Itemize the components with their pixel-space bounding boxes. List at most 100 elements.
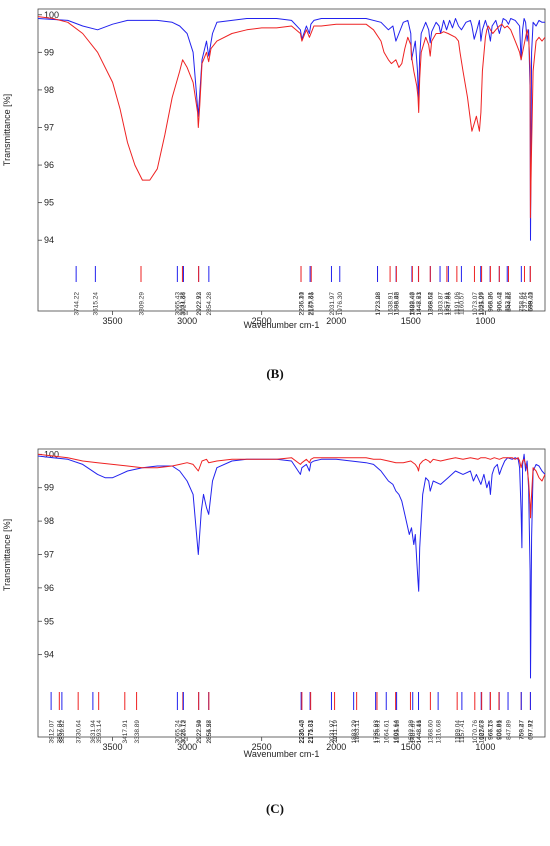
peak-label: 1368.64 bbox=[428, 292, 435, 316]
y-tick-label: 98 bbox=[44, 85, 54, 95]
peak-label: 853.27 bbox=[505, 292, 512, 312]
peak-label: 967.75 bbox=[488, 720, 495, 740]
peak-label: 1027.78 bbox=[479, 720, 486, 744]
peak-label: 1073.07 bbox=[472, 292, 479, 316]
peak-label: 1025.27 bbox=[479, 292, 486, 316]
peak-label: 1595.18 bbox=[394, 720, 401, 744]
peak-label: 737.64 bbox=[522, 292, 529, 312]
peak-label: 3857.04 bbox=[57, 720, 64, 744]
peak-label: 844.88 bbox=[506, 292, 513, 312]
spectrum-line bbox=[37, 18, 545, 241]
peak-label: 2236.10 bbox=[298, 292, 305, 316]
peak-label: 2175.31 bbox=[307, 292, 314, 316]
peak-label: 3309.29 bbox=[138, 292, 145, 316]
peak-label: 908.86 bbox=[496, 720, 503, 740]
peak-label: 1368.60 bbox=[428, 720, 435, 744]
plot-frame bbox=[37, 8, 546, 312]
y-tick-label: 100 bbox=[44, 449, 59, 459]
spectrum-line bbox=[37, 453, 546, 679]
y-tick-label: 100 bbox=[44, 10, 59, 20]
peak-label: 1448.41 bbox=[416, 720, 423, 744]
y-axis-label: Transmittance [%] bbox=[2, 94, 12, 166]
peak-label: 1726.81 bbox=[374, 720, 381, 744]
peak-label: 2011.19 bbox=[332, 720, 339, 743]
peak-label: 3593.14 bbox=[96, 720, 103, 744]
peak-label: 3631.94 bbox=[90, 720, 97, 744]
y-axis-label: Transmittance [%] bbox=[2, 519, 12, 591]
peak-label: 3730.64 bbox=[76, 720, 83, 744]
y-tick-label: 94 bbox=[44, 650, 54, 660]
peak-label: 906.42 bbox=[497, 292, 504, 312]
peak-label: 759.47 bbox=[519, 720, 526, 740]
panel-caption: (B) bbox=[266, 366, 283, 381]
y-tick-label: 99 bbox=[44, 47, 54, 57]
x-tick-label: 1500 bbox=[401, 316, 421, 326]
peak-label: 1664.61 bbox=[384, 720, 391, 744]
peak-label: 1031.06 bbox=[478, 292, 485, 316]
peak-label: 2031.97 bbox=[329, 720, 336, 744]
x-tick-label: 1000 bbox=[475, 742, 495, 752]
peak-label: 1976.30 bbox=[337, 292, 344, 316]
y-tick-label: 97 bbox=[44, 122, 54, 132]
peak-label: 1638.91 bbox=[387, 292, 394, 316]
x-tick-label: 2500 bbox=[252, 316, 272, 326]
peak-label: 1596.82 bbox=[394, 292, 401, 316]
panel-caption: (C) bbox=[266, 801, 284, 816]
x-tick-label: 3500 bbox=[103, 316, 123, 326]
peak-label: 1257.91 bbox=[444, 292, 451, 316]
y-tick-label: 95 bbox=[44, 198, 54, 208]
x-tick-label: 3000 bbox=[177, 742, 197, 752]
x-tick-label: 3500 bbox=[103, 742, 123, 752]
x-tick-label: 2000 bbox=[326, 742, 346, 752]
peak-label: 2230.40 bbox=[299, 720, 306, 744]
peak-label: 2235.47 bbox=[298, 720, 305, 744]
peak-label: 1160.57 bbox=[459, 292, 466, 315]
peak-label: 1883.29 bbox=[351, 720, 358, 744]
peak-label: 2922.74 bbox=[196, 720, 203, 744]
peak-label: 698.40 bbox=[528, 292, 535, 312]
peak-label: 966.17 bbox=[488, 720, 495, 740]
x-tick-label: 1500 bbox=[401, 742, 421, 752]
peak-label: 1316.68 bbox=[435, 720, 442, 744]
peak-label: 2855.57 bbox=[206, 720, 213, 744]
peak-label: 3839.82 bbox=[59, 720, 66, 744]
peak-label: 1598.46 bbox=[393, 292, 400, 316]
peak-label: 1369.52 bbox=[428, 292, 435, 316]
peak-label: 1247.86 bbox=[446, 292, 453, 316]
peak-label: 1157.41 bbox=[459, 720, 466, 743]
peak-label: 2922.73 bbox=[196, 292, 203, 316]
peak-label: 968.06 bbox=[487, 292, 494, 312]
peak-label: 2167.66 bbox=[309, 292, 316, 316]
peak-label: 1735.93 bbox=[373, 720, 380, 744]
peak-label: 1303.87 bbox=[437, 292, 444, 316]
peak-label: 3615.24 bbox=[93, 292, 100, 316]
peak-label: 1492.43 bbox=[409, 292, 416, 316]
peak-label: 759.27 bbox=[519, 720, 526, 740]
peak-label: 3065.43 bbox=[175, 292, 182, 316]
peak-label: 3912.07 bbox=[48, 720, 55, 744]
peak-label: 1189.04 bbox=[455, 720, 462, 743]
y-tick-label: 94 bbox=[44, 235, 54, 245]
peak-label: 1601.64 bbox=[393, 720, 400, 744]
peak-label: 3338.89 bbox=[134, 720, 141, 744]
peak-label: 3028.73 bbox=[180, 720, 187, 744]
peak-label: 1723.28 bbox=[375, 292, 382, 316]
peak-label: 906.91 bbox=[497, 720, 504, 740]
x-axis-label: Wavenumber cm-1 bbox=[244, 749, 320, 759]
peak-label: 3065.24 bbox=[175, 720, 182, 744]
spectrum-line bbox=[37, 453, 546, 519]
peak-label: 847.89 bbox=[505, 720, 512, 740]
peak-label: 3031.38 bbox=[180, 292, 187, 316]
peak-label: 2922.50 bbox=[196, 720, 203, 744]
peak-label: 758.64 bbox=[519, 292, 526, 312]
peak-label: 3024.64 bbox=[181, 292, 188, 316]
peak-label: 2171.61 bbox=[308, 720, 315, 744]
y-tick-label: 98 bbox=[44, 516, 54, 526]
peak-label: 697.72 bbox=[528, 720, 535, 740]
y-tick-label: 96 bbox=[44, 583, 54, 593]
y-tick-label: 95 bbox=[44, 616, 54, 626]
x-tick-label: 1000 bbox=[475, 316, 495, 326]
peak-label: 906.44 bbox=[497, 292, 504, 312]
spectrum-panel: 94 95 96 97 98 99 100 3500 3000 2500 2000 1500 1000 W… bbox=[2, 8, 546, 381]
